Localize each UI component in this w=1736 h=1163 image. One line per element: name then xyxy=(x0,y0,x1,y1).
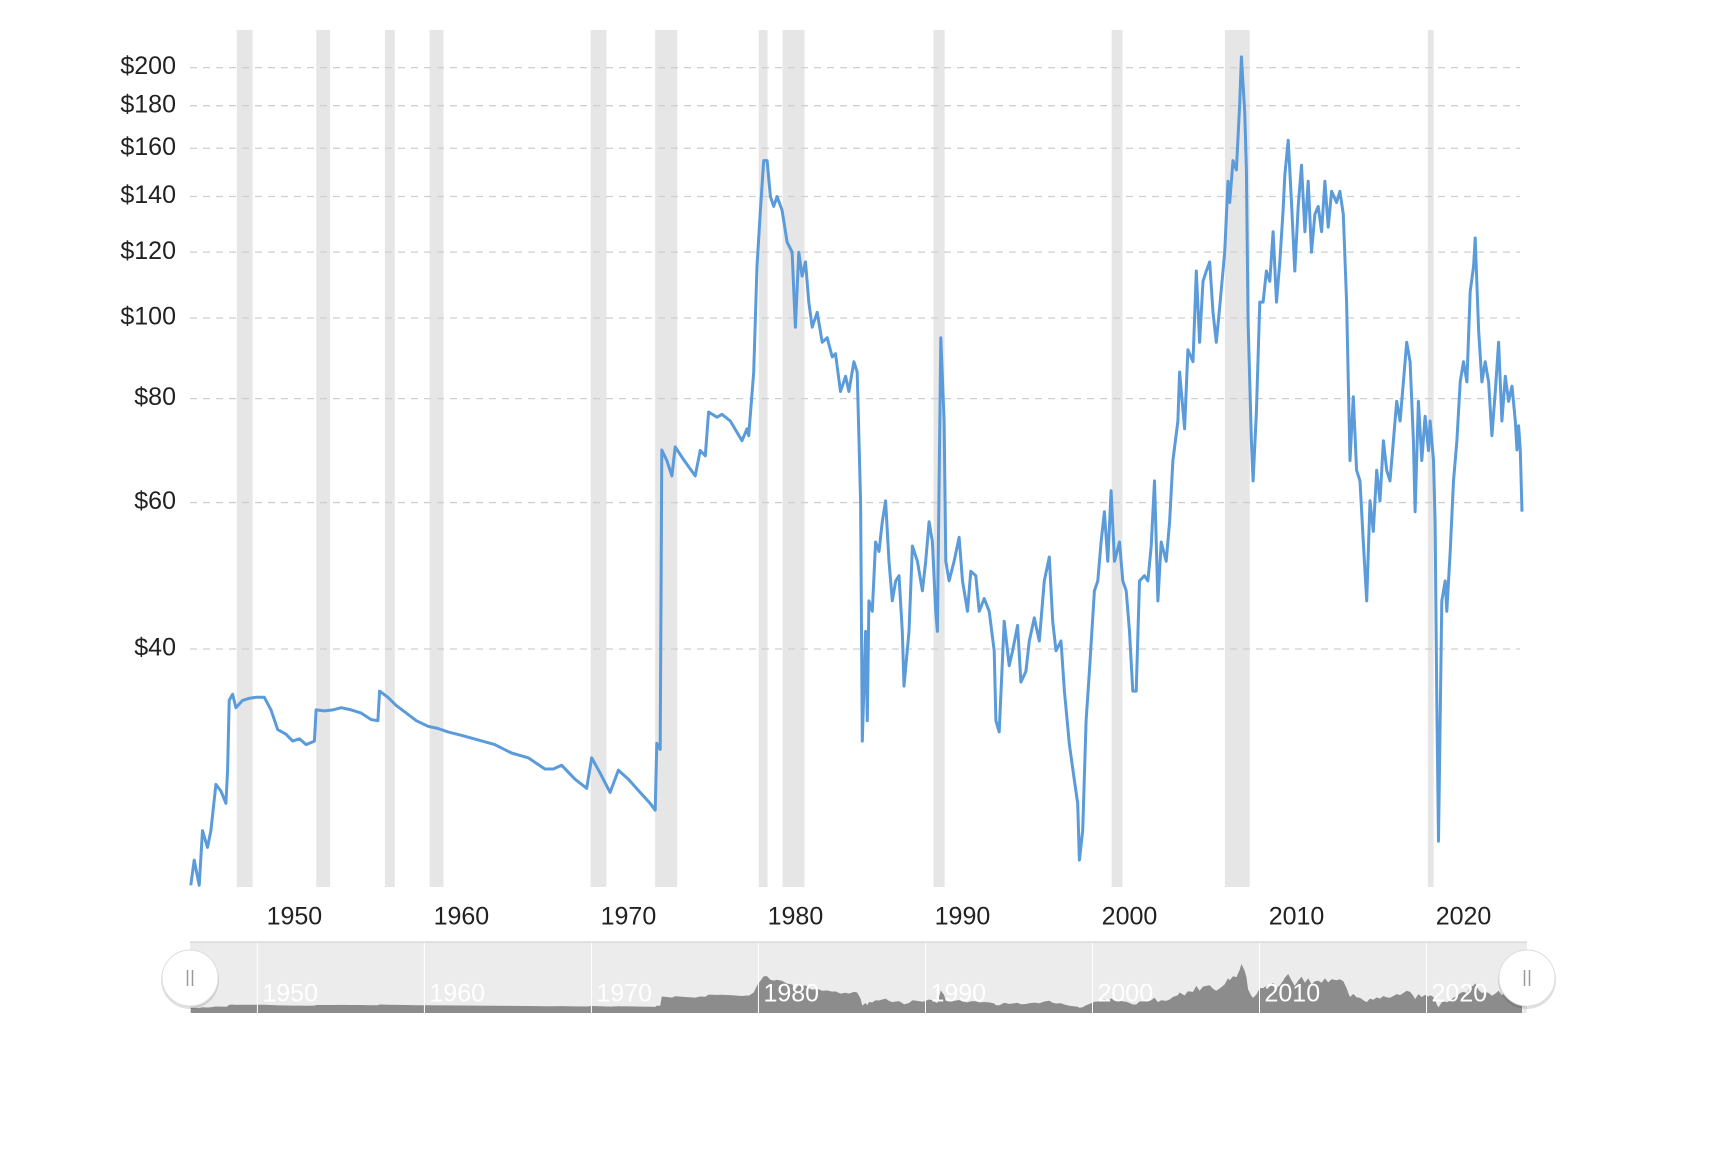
recession-band xyxy=(590,30,607,887)
y-tick-label: $200 xyxy=(120,52,176,80)
y-tick-label: $180 xyxy=(120,90,176,118)
recession-band xyxy=(782,30,805,887)
price-line xyxy=(189,55,1524,887)
y-tick-label: $160 xyxy=(120,133,176,161)
navigator-label: 2010 xyxy=(1265,980,1321,1008)
grid: $40 $60 $80 $100 $120 $140 $160 $180 $200 1950 196… xyxy=(120,52,1520,931)
handle[interactable] xyxy=(1498,949,1556,1007)
recession-band xyxy=(1427,30,1434,887)
x-tick-label: 1990 xyxy=(935,903,991,931)
x-tick-label: 1980 xyxy=(768,903,824,931)
recession-band xyxy=(316,30,331,887)
x-tick-label: 1970 xyxy=(601,903,657,931)
x-tick-label: 1960 xyxy=(434,903,490,931)
navigator-handle[interactable] xyxy=(1498,949,1556,1009)
navigator-label: 2020 xyxy=(1432,980,1488,1008)
y-tick-label: $40 xyxy=(134,634,176,662)
x-tick-label: 2020 xyxy=(1436,903,1492,931)
handle[interactable] xyxy=(161,949,219,1007)
navigator-label: 1970 xyxy=(596,980,652,1008)
navigator-label: 1950 xyxy=(262,980,318,1008)
y-tick-label: $100 xyxy=(120,303,176,331)
x-tick-label: 2000 xyxy=(1102,903,1158,931)
navigator-label: 1980 xyxy=(763,980,819,1008)
recession-band xyxy=(1111,30,1123,887)
y-tick-label: $120 xyxy=(120,237,176,265)
navigator[interactable]: 1950 1960 1970 1980 1990 2000 2010 2020 xyxy=(161,941,1556,1013)
x-tick-label: 2010 xyxy=(1269,903,1325,931)
navigator-label: 2000 xyxy=(1097,980,1153,1008)
recession-band xyxy=(758,30,768,887)
recession-band xyxy=(236,30,253,887)
navigator-area xyxy=(190,964,1522,1013)
recession-band xyxy=(384,30,395,887)
x-tick-label: 1950 xyxy=(267,903,323,931)
navigator-label: 1990 xyxy=(930,980,986,1008)
plot xyxy=(189,55,1524,887)
navigator-handle[interactable] xyxy=(161,949,219,1009)
y-tick-label: $60 xyxy=(134,487,176,515)
navigator-label: 1960 xyxy=(429,980,485,1008)
y-tick-label: $80 xyxy=(134,383,176,411)
recession-band xyxy=(429,30,444,887)
y-tick-label: $140 xyxy=(120,181,176,209)
